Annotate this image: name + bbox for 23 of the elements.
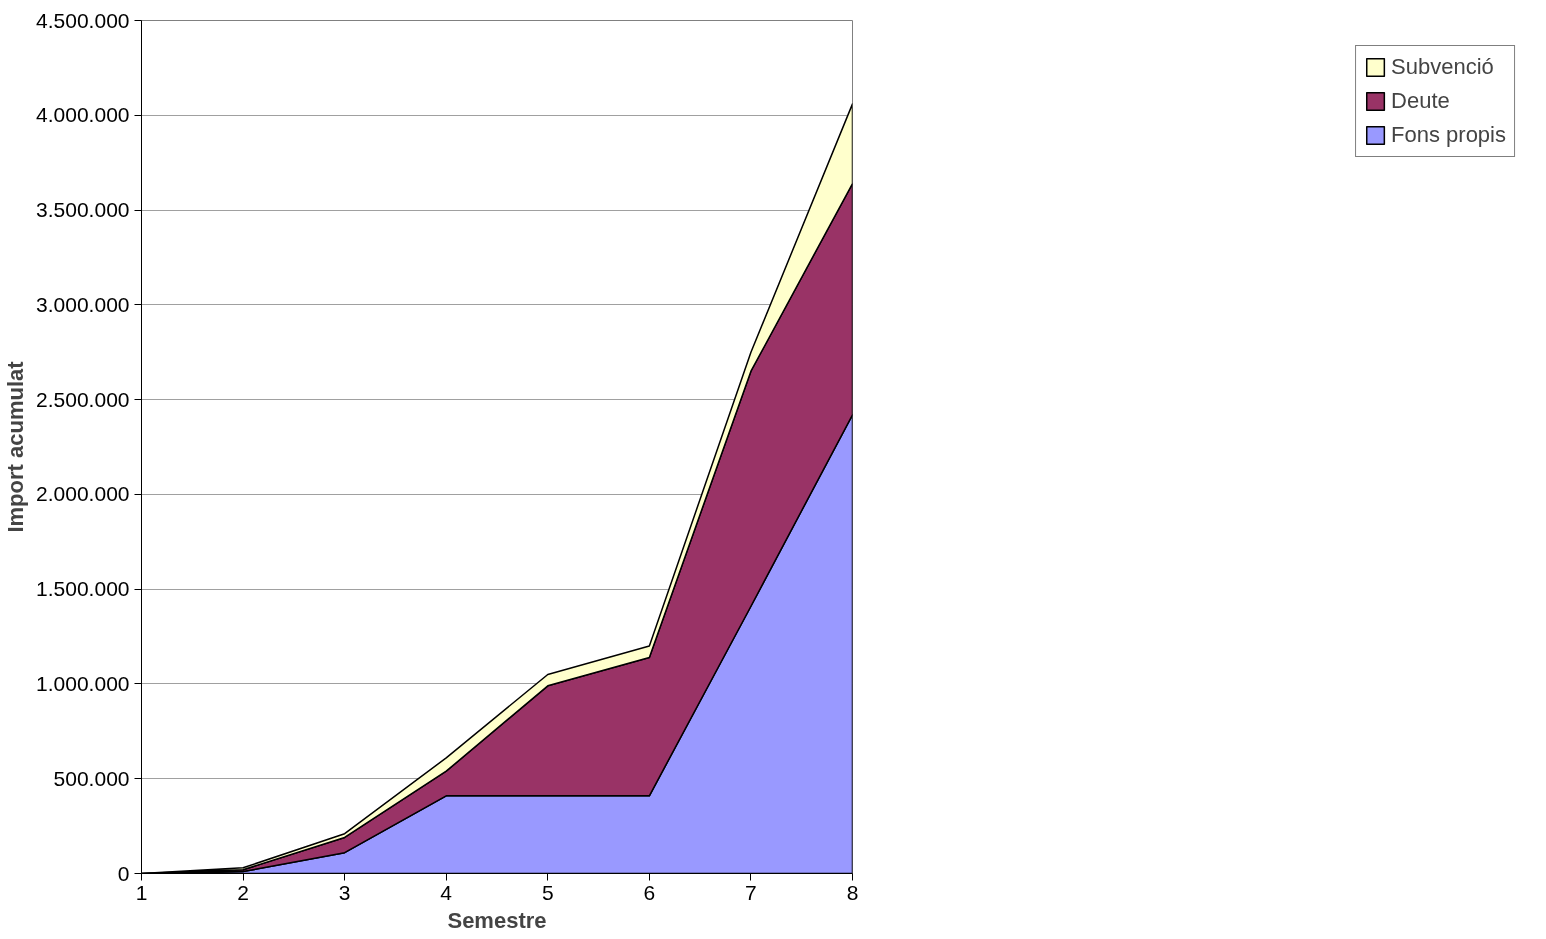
x-tick-label: 6 [643,880,656,904]
y-tick-label: 1.000.000 [36,671,130,695]
y-tick-label: 4.000.000 [36,103,130,127]
y-tick-label: 2.500.000 [36,387,130,411]
y-tick-label: 3.500.000 [36,198,130,222]
x-tick-label: 5 [541,880,554,904]
y-tick-label: 2.000.000 [36,482,130,506]
y-tick-label: 3.000.000 [36,292,130,316]
x-tick-label: 4 [440,880,453,904]
x-axis-title: Semestre [447,907,547,933]
x-tick-label: 2 [237,880,249,904]
legend-label: Fons propis [1391,122,1506,148]
y-axis-title: Import acumulat [3,360,29,533]
y-tick-label: 1.500.000 [36,577,130,601]
y-tick-label: 500.000 [53,766,130,790]
x-tick-label: 3 [338,880,351,904]
legend-label: Subvenció [1391,54,1494,80]
y-tick-label: 0 [117,861,130,885]
y-tick-label: 4.500.000 [36,8,130,32]
legend-label: Deute [1391,88,1450,114]
x-tick-label: 8 [846,880,859,904]
x-tick-label: 1 [135,880,148,904]
x-tick-label: 7 [745,880,757,904]
